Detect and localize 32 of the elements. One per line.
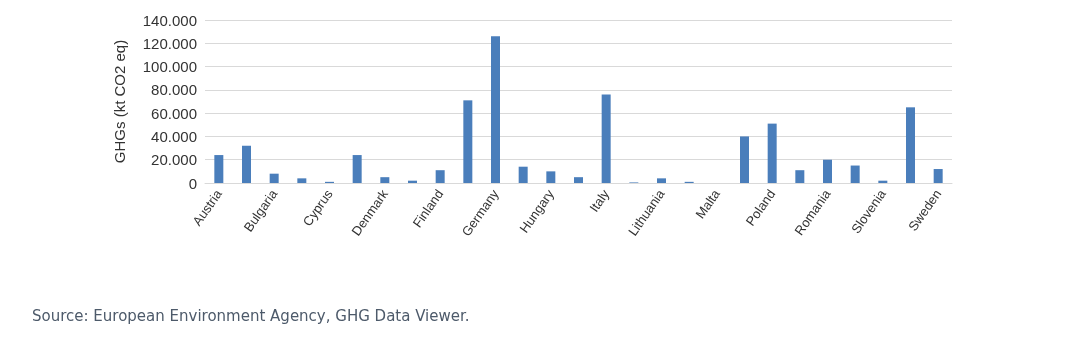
y-tick-label: 120.000	[142, 34, 197, 52]
y-tick-label: 20.000	[151, 151, 197, 169]
bar	[657, 178, 666, 183]
bar	[380, 177, 390, 183]
y-tick-label: 60.000	[151, 104, 197, 122]
bar	[767, 123, 777, 183]
bar	[435, 170, 445, 183]
y-tick-label: 40.000	[151, 127, 197, 145]
bar	[850, 165, 860, 183]
bar	[518, 166, 528, 183]
bar	[823, 159, 832, 183]
y-tick-label: 140.000	[142, 11, 197, 29]
bar	[546, 171, 556, 183]
y-axis-title: GHGs (kt CO2 eq)	[111, 39, 128, 164]
bar	[740, 136, 749, 183]
bar	[491, 36, 500, 183]
bar	[297, 178, 307, 183]
y-tick-label: 100.000	[142, 58, 197, 76]
y-tick-label: 0	[188, 174, 197, 192]
bar	[352, 155, 362, 183]
y-tick-label: 80.000	[151, 81, 197, 99]
source-note: Source: European Environment Agency, GHG Data Viewer.	[32, 306, 470, 325]
bar	[574, 177, 583, 183]
bar	[214, 155, 224, 183]
bar	[601, 94, 611, 183]
bar	[242, 145, 251, 183]
bar	[933, 169, 943, 183]
x-tick-label: Italy	[586, 186, 613, 215]
bar	[463, 100, 473, 183]
bar	[795, 170, 805, 183]
bar	[906, 107, 915, 183]
bar	[269, 173, 279, 183]
